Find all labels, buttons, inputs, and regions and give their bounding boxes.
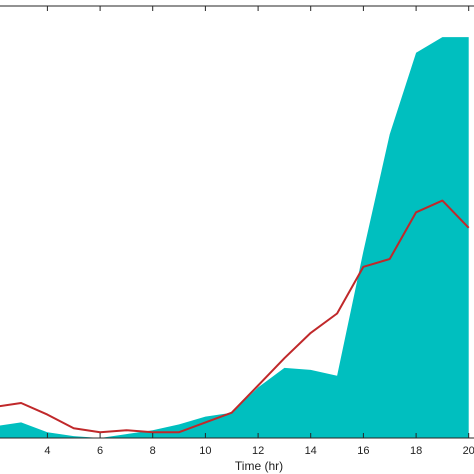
x-tick-label: 8 (150, 445, 156, 457)
area-series-0 (0, 37, 469, 438)
x-tick-label: 18 (410, 445, 422, 457)
x-axis-label: Time (hr) (235, 459, 283, 473)
plot-area (0, 37, 470, 438)
x-tick-label: 16 (357, 445, 369, 457)
x-tick-label: 14 (305, 445, 317, 457)
line-series-1 (0, 199, 470, 434)
x-tick-label: 6 (97, 445, 103, 457)
x-ticks: 4 6 8 10 12 14 16 18 20 (44, 6, 474, 457)
x-tick-label: 20 (463, 445, 474, 457)
x-tick-label: 4 (44, 445, 50, 457)
x-tick-label: 12 (252, 445, 264, 457)
x-tick-label: 10 (199, 445, 211, 457)
